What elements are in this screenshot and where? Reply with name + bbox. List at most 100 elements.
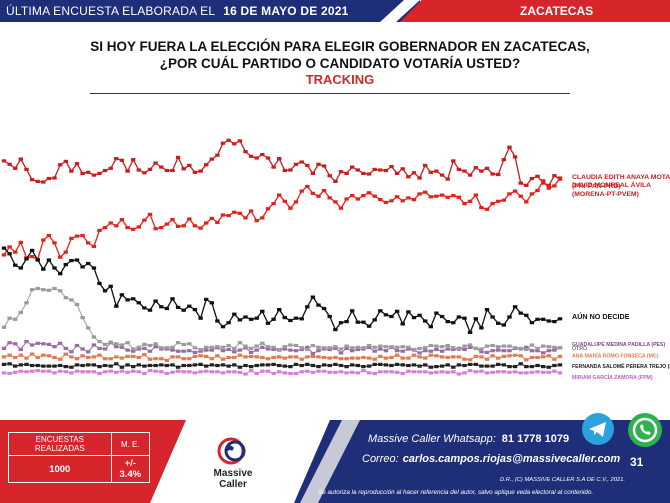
data-point-perera (170, 363, 175, 367)
data-point-anaya (187, 163, 192, 167)
data-point-monreal (119, 218, 125, 222)
data-point-anaya (170, 168, 175, 173)
data-point-anaya (24, 167, 29, 171)
data-point-monreal (372, 194, 377, 198)
data-point-monreal (445, 195, 450, 199)
data-point-monreal (7, 245, 12, 249)
data-point-romo (305, 355, 310, 359)
data-point-perera (524, 365, 529, 369)
data-point-monreal (557, 176, 563, 180)
data-point-anaya (248, 154, 254, 158)
data-point-perera (366, 364, 372, 368)
data-point-medina (299, 347, 304, 352)
data-point-monreal (1, 253, 7, 257)
data-point-garcia (136, 370, 141, 374)
data-point-romo (69, 355, 74, 359)
data-point-otro (383, 345, 389, 349)
data-point-perera (445, 363, 450, 367)
data-point-perera (80, 363, 85, 368)
data-point-medina (316, 349, 321, 353)
data-point-medina (265, 347, 271, 351)
data-point-perera (507, 365, 512, 369)
data-point-medina (350, 349, 355, 353)
data-point-no_decide (479, 326, 484, 330)
data-point-garcia (496, 370, 501, 374)
data-point-perera (147, 363, 153, 368)
data-point-garcia (310, 370, 316, 374)
data-point-monreal (74, 234, 80, 238)
data-point-no_decide (361, 320, 366, 324)
data-point-otro (147, 343, 153, 348)
data-point-no_decide (501, 323, 506, 327)
data-point-medina (428, 349, 433, 353)
data-point-perera (288, 365, 293, 369)
data-point-romo (541, 355, 546, 359)
data-point-garcia (439, 370, 445, 374)
data-point-no_decide (355, 320, 360, 324)
data-point-monreal (91, 244, 97, 248)
whatsapp-contact: Massive Caller Whatsapp: 81 1778 1079 (368, 433, 570, 445)
data-point-medina (400, 349, 405, 353)
data-point-anaya (383, 168, 389, 173)
data-point-no_decide (406, 310, 411, 314)
data-point-medina (434, 347, 439, 352)
data-point-perera (389, 363, 394, 368)
data-point-medina (293, 349, 299, 353)
data-point-otro (248, 346, 254, 350)
data-point-perera (282, 364, 287, 368)
data-point-no_decide (86, 261, 91, 266)
telegram-icon[interactable] (581, 412, 615, 446)
data-point-otro (271, 345, 276, 349)
data-point-garcia (18, 369, 23, 373)
data-point-no_decide (97, 281, 102, 285)
data-point-no_decide (394, 309, 400, 313)
data-point-perera (46, 364, 52, 368)
title-divider (90, 93, 570, 94)
data-point-garcia (248, 369, 254, 373)
data-point-garcia (484, 371, 490, 375)
data-point-anaya (254, 156, 259, 160)
data-point-no_decide (524, 313, 529, 317)
data-point-otro (114, 342, 119, 346)
data-point-anaya (496, 172, 501, 177)
data-point-garcia (243, 372, 248, 376)
data-point-perera (35, 363, 40, 368)
data-point-medina (282, 347, 287, 351)
data-point-otro (265, 345, 271, 349)
data-point-garcia (546, 370, 551, 374)
data-point-monreal (265, 207, 271, 211)
data-point-anaya (541, 181, 546, 185)
data-point-romo (29, 352, 35, 356)
data-point-monreal (226, 214, 231, 218)
series-line-monreal (3, 177, 561, 261)
data-point-perera (74, 363, 80, 367)
data-point-no_decide (142, 306, 147, 310)
data-point-anaya (451, 159, 456, 163)
data-point-anaya (58, 163, 63, 167)
data-point-otro (24, 301, 29, 305)
data-point-no_decide (288, 318, 293, 323)
data-point-perera (131, 365, 136, 369)
whatsapp-icon[interactable] (626, 411, 664, 449)
data-point-no_decide (187, 304, 192, 308)
data-point-perera (473, 362, 478, 366)
data-point-medina (187, 349, 192, 353)
data-point-no_decide (417, 313, 422, 317)
data-point-romo (209, 357, 214, 361)
data-point-garcia (114, 370, 119, 374)
series-label-perera: FERNANDA SALOMÉ PERERA TREJO (RSP) (572, 362, 670, 370)
data-point-medina (355, 347, 360, 352)
data-point-no_decide (102, 289, 108, 293)
data-point-medina (439, 349, 445, 353)
data-point-no_decide (512, 305, 518, 309)
data-point-perera (321, 363, 327, 367)
data-point-romo (327, 356, 332, 360)
data-point-monreal (552, 184, 557, 188)
data-point-perera (52, 364, 57, 368)
data-point-romo (321, 355, 327, 360)
data-point-anaya (102, 168, 108, 173)
data-point-monreal (175, 224, 181, 228)
data-point-monreal (411, 198, 417, 202)
data-point-garcia (372, 371, 377, 376)
disclaimer-text: Se autoriza la reproducción al hacer ref… (318, 489, 594, 496)
